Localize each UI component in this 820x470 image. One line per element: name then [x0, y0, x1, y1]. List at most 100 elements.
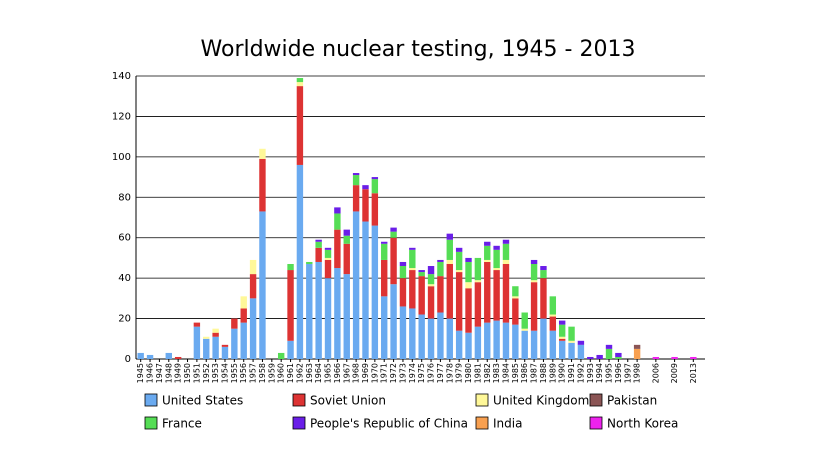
bar-segment — [530, 259, 538, 264]
bar-segment — [249, 274, 257, 299]
legend-label: France — [162, 417, 202, 431]
bar-segment — [324, 249, 332, 258]
x-tick-label: 1970 — [370, 363, 379, 383]
bar-segment — [418, 270, 425, 273]
legend-label: Soviet Union — [310, 394, 386, 408]
bar-segment — [558, 320, 566, 325]
bar-segment — [558, 336, 566, 339]
bar-segment — [212, 332, 219, 337]
x-tick-label: 1954 — [220, 363, 229, 383]
x-tick-label: 1978 — [445, 363, 454, 383]
bar-segment — [474, 326, 482, 359]
bar-segment — [249, 298, 257, 359]
bar-segment — [418, 276, 425, 315]
bar-segment — [418, 272, 425, 277]
bar-segment — [371, 177, 379, 180]
x-tick-label: 1974 — [408, 363, 417, 383]
bar-segment — [521, 312, 528, 329]
bar-segment — [315, 247, 322, 262]
bar-segment — [446, 318, 453, 359]
bar-segment — [212, 328, 219, 333]
bar-segment — [315, 239, 322, 242]
bar-segment — [493, 320, 500, 359]
bar-segment — [409, 270, 416, 309]
bar-segment — [549, 330, 557, 359]
bar-segment — [493, 270, 500, 321]
bar-segment — [568, 342, 575, 359]
bar-segment — [484, 245, 491, 260]
bar-segment — [437, 259, 444, 262]
x-tick-label: 1966 — [333, 363, 342, 383]
bar-segment — [437, 261, 444, 277]
x-tick-label: 1980 — [464, 363, 473, 383]
bar-segment — [455, 247, 463, 252]
legend-swatch — [475, 393, 489, 407]
bar-segment — [352, 211, 360, 359]
x-tick-label: 1988 — [539, 363, 548, 383]
y-tick-label: 120 — [112, 111, 131, 122]
bar-segment — [474, 282, 482, 327]
bar-segment — [259, 211, 266, 359]
bar-segment — [615, 356, 622, 359]
bar-segment — [568, 326, 575, 341]
bar-segment — [502, 259, 510, 264]
legend-label: Pakistan — [607, 394, 657, 408]
bar-segment — [296, 86, 304, 165]
x-tick-label: 1963 — [305, 363, 314, 383]
x-tick-label: 1982 — [483, 363, 492, 383]
bar-segment — [465, 288, 472, 333]
bar-segment — [324, 259, 332, 279]
bar-segment — [287, 340, 294, 359]
x-tick-label: 1989 — [548, 363, 557, 383]
bar-segment — [540, 270, 547, 279]
bar-segment — [343, 235, 350, 244]
x-tick-label: 1986 — [520, 363, 529, 383]
bar-segment — [437, 276, 444, 313]
y-tick-label: 20 — [118, 314, 131, 325]
bar-segment — [362, 185, 369, 190]
bar-segment — [652, 356, 660, 359]
legend-swatch — [589, 416, 603, 430]
bar-segment — [530, 280, 538, 283]
bar-segment — [502, 239, 510, 244]
bar-segment — [521, 330, 528, 359]
bar-segment — [296, 78, 304, 83]
x-tick-label: 1945 — [136, 363, 145, 383]
legend-label: India — [493, 417, 522, 431]
legend-swatch — [144, 416, 158, 430]
x-tick-label: 1953 — [211, 363, 220, 383]
bar-segment — [390, 237, 397, 285]
legend-swatch — [292, 393, 306, 407]
bar-segment — [240, 322, 247, 359]
bar-segment — [231, 328, 238, 359]
x-tick-label: 1971 — [380, 363, 389, 383]
x-tick-label: 1996 — [614, 363, 623, 383]
bar-segment — [315, 241, 322, 248]
bar-segment — [465, 257, 472, 262]
bar-segment — [512, 286, 519, 297]
bar-segment — [352, 173, 360, 176]
x-tick-label: 1977 — [436, 363, 445, 383]
legend-label: People's Republic of China — [310, 417, 468, 431]
x-tick-label: 1997 — [623, 363, 632, 383]
bar-segment — [352, 175, 360, 186]
bar-segment — [399, 266, 407, 279]
bar-segment — [259, 158, 266, 212]
legend-swatch — [589, 393, 603, 407]
x-tick-label: 1973 — [398, 363, 407, 383]
bar-segment — [249, 259, 257, 275]
bar-segment — [502, 322, 510, 359]
bar-segment — [343, 274, 350, 359]
x-tick-label: 1947 — [155, 363, 164, 383]
bar-segment — [371, 193, 379, 226]
x-tick-label: 1962 — [295, 363, 304, 383]
x-tick-label: 1984 — [501, 363, 510, 383]
bar-segment — [521, 328, 528, 331]
x-tick-label: 1993 — [586, 363, 595, 383]
bar-segment — [540, 278, 547, 319]
bar-segment — [324, 247, 332, 250]
x-tick-label: 1991 — [567, 363, 576, 383]
bar-segment — [512, 296, 519, 299]
x-tick-label: 2006 — [651, 363, 660, 383]
bar-segment — [605, 348, 613, 359]
